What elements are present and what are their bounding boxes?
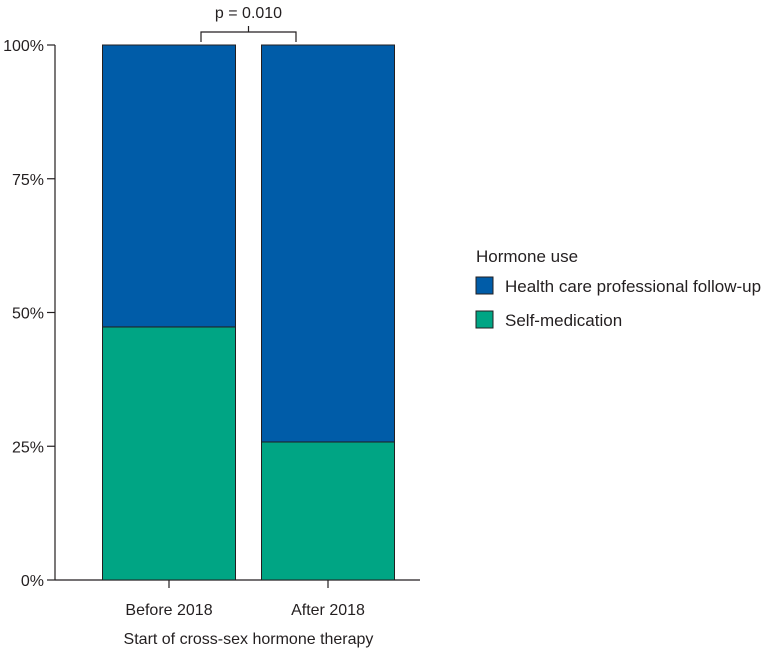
- legend-swatch: [475, 310, 494, 329]
- bar-segment-self-medication: [102, 326, 236, 581]
- y-tick-label: 25%: [12, 439, 44, 456]
- legend-label: Self-medication: [505, 311, 622, 330]
- significance-annotation: p = 0.010: [200, 5, 297, 42]
- x-tick-label: Before 2018: [125, 602, 212, 619]
- legend-swatch: [475, 276, 494, 295]
- legend-label: Health care professional follow-up: [505, 277, 761, 296]
- x-tick-label: After 2018: [291, 602, 365, 619]
- y-tick-label: 50%: [12, 306, 44, 323]
- bar-segment-health-care-professional-follow-up: [261, 44, 395, 443]
- y-tick-label: 100%: [3, 38, 44, 55]
- y-axis: 0% 25% 50% 75% 100%: [3, 38, 56, 590]
- y-tick-label: 0%: [21, 573, 44, 590]
- bars: [102, 44, 395, 581]
- legend-items: Health care professional follow-up Self-m…: [475, 276, 761, 330]
- legend: Hormone use Health care professional fol…: [475, 247, 761, 330]
- x-ticks: Before 2018 After 2018: [125, 580, 365, 619]
- x-axis: Before 2018 After 2018 Start of cross-sex…: [55, 579, 420, 648]
- p-value-label: p = 0.010: [215, 5, 282, 22]
- bar-segment-health-care-professional-follow-up: [102, 44, 236, 328]
- bar-segment-self-medication: [261, 441, 395, 581]
- legend-title: Hormone use: [476, 247, 578, 266]
- significance-bracket: [200, 26, 297, 42]
- x-axis-title: Start of cross-sex hormone therapy: [124, 631, 374, 648]
- y-ticks: 0% 25% 50% 75% 100%: [3, 38, 55, 590]
- y-tick-label: 75%: [12, 172, 44, 189]
